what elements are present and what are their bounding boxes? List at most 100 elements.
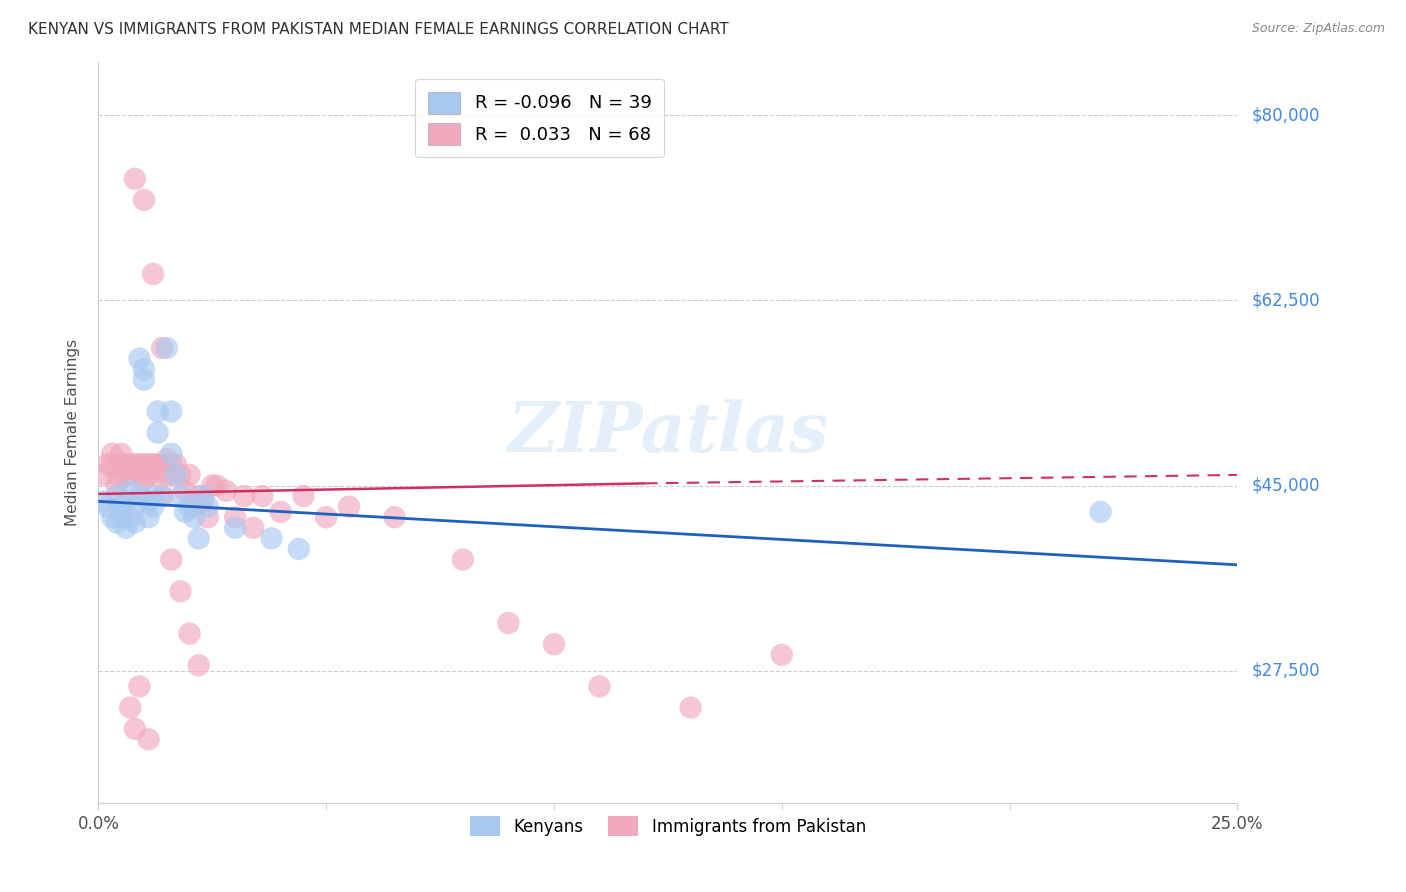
Point — [110, 500, 132, 514]
Point — [1090, 505, 1112, 519]
Point — [146, 404, 169, 418]
Point — [132, 362, 155, 376]
Point — [138, 510, 160, 524]
Text: $80,000: $80,000 — [1251, 106, 1320, 124]
Point — [169, 467, 191, 482]
Point — [105, 478, 128, 492]
Point — [179, 500, 201, 514]
Point — [270, 505, 292, 519]
Point — [201, 478, 224, 492]
Point — [138, 494, 160, 508]
Point — [124, 722, 146, 736]
Point — [384, 510, 406, 524]
Point — [91, 467, 114, 482]
Point — [142, 458, 165, 472]
Point — [101, 447, 124, 461]
Point — [138, 467, 160, 482]
Point — [142, 267, 165, 281]
Point — [174, 505, 197, 519]
Point — [132, 193, 155, 207]
Point — [252, 489, 274, 503]
Point — [193, 489, 215, 503]
Point — [292, 489, 315, 503]
Point — [150, 489, 173, 503]
Text: ZIPatlas: ZIPatlas — [508, 399, 828, 467]
Point — [120, 510, 142, 524]
Point — [160, 404, 183, 418]
Point — [770, 648, 793, 662]
Point — [288, 541, 311, 556]
Point — [110, 458, 132, 472]
Point — [215, 483, 238, 498]
Point — [146, 458, 169, 472]
Point — [187, 489, 209, 503]
Point — [124, 462, 146, 476]
Point — [233, 489, 256, 503]
Point — [96, 458, 118, 472]
Point — [101, 510, 124, 524]
Point — [105, 467, 128, 482]
Point — [169, 489, 191, 503]
Point — [114, 458, 136, 472]
Point — [165, 467, 187, 482]
Point — [101, 458, 124, 472]
Point — [128, 351, 150, 366]
Point — [124, 458, 146, 472]
Point — [128, 467, 150, 482]
Point — [451, 552, 474, 566]
Point — [242, 521, 264, 535]
Point — [146, 467, 169, 482]
Point — [224, 521, 246, 535]
Point — [169, 584, 191, 599]
Point — [138, 458, 160, 472]
Point — [114, 521, 136, 535]
Point — [142, 500, 165, 514]
Point — [105, 489, 128, 503]
Text: $27,500: $27,500 — [1251, 662, 1320, 680]
Point — [120, 483, 142, 498]
Point — [543, 637, 565, 651]
Point — [150, 489, 173, 503]
Point — [315, 510, 337, 524]
Point — [156, 341, 179, 355]
Text: Source: ZipAtlas.com: Source: ZipAtlas.com — [1251, 22, 1385, 36]
Point — [120, 458, 142, 472]
Point — [128, 458, 150, 472]
Point — [179, 626, 201, 640]
Point — [124, 171, 146, 186]
Point — [160, 467, 183, 482]
Point — [197, 500, 219, 514]
Point — [150, 458, 173, 472]
Point — [124, 500, 146, 514]
Point — [146, 425, 169, 440]
Point — [114, 467, 136, 482]
Point — [183, 510, 205, 524]
Point — [128, 489, 150, 503]
Point — [132, 458, 155, 472]
Point — [193, 494, 215, 508]
Point — [187, 658, 209, 673]
Point — [679, 700, 702, 714]
Point — [205, 478, 228, 492]
Point — [337, 500, 360, 514]
Legend: Kenyans, Immigrants from Pakistan: Kenyans, Immigrants from Pakistan — [460, 806, 876, 847]
Point — [498, 615, 520, 630]
Point — [128, 680, 150, 694]
Point — [224, 510, 246, 524]
Point — [105, 516, 128, 530]
Point — [142, 462, 165, 476]
Point — [110, 447, 132, 461]
Point — [132, 373, 155, 387]
Point — [156, 452, 179, 467]
Point — [96, 500, 118, 514]
Point — [132, 473, 155, 487]
Point — [187, 532, 209, 546]
Point — [588, 680, 610, 694]
Y-axis label: Median Female Earnings: Median Female Earnings — [65, 339, 80, 526]
Point — [120, 467, 142, 482]
Point — [150, 341, 173, 355]
Text: $62,500: $62,500 — [1251, 292, 1320, 310]
Point — [110, 510, 132, 524]
Point — [260, 532, 283, 546]
Text: KENYAN VS IMMIGRANTS FROM PAKISTAN MEDIAN FEMALE EARNINGS CORRELATION CHART: KENYAN VS IMMIGRANTS FROM PAKISTAN MEDIA… — [28, 22, 728, 37]
